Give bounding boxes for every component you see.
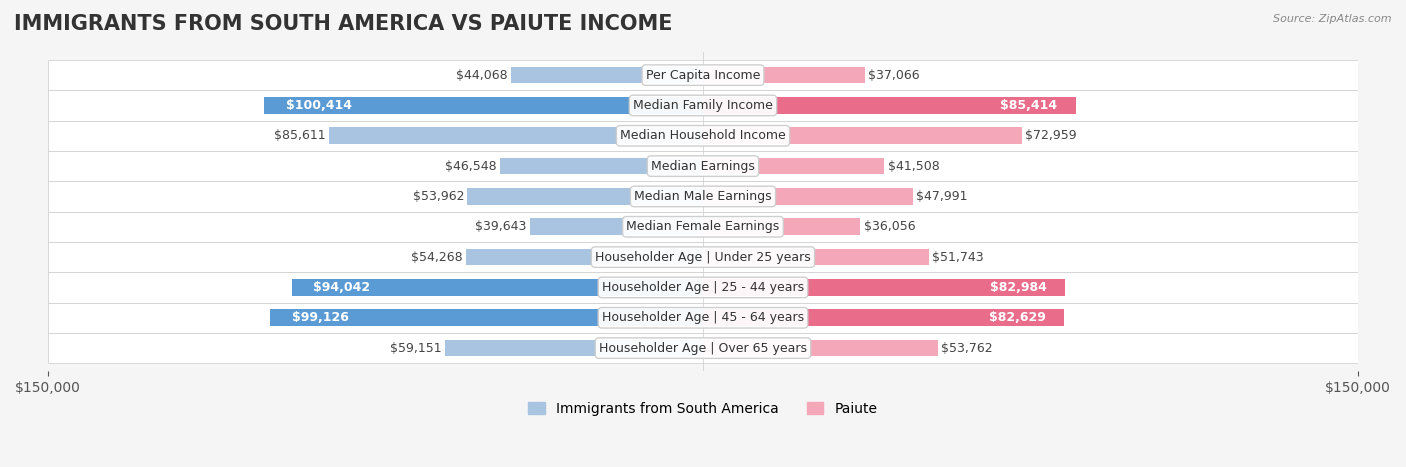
Text: $47,991: $47,991 — [915, 190, 967, 203]
Bar — [270, 310, 703, 326]
Text: $39,643: $39,643 — [475, 220, 527, 234]
Text: $51,743: $51,743 — [932, 251, 984, 263]
Text: $100,414: $100,414 — [287, 99, 353, 112]
Bar — [703, 310, 1064, 326]
Bar — [444, 340, 703, 356]
Bar — [703, 340, 938, 356]
Text: Householder Age | 45 - 64 years: Householder Age | 45 - 64 years — [602, 311, 804, 324]
Text: $82,984: $82,984 — [990, 281, 1047, 294]
Bar — [48, 303, 1358, 333]
Text: Median Family Income: Median Family Income — [633, 99, 773, 112]
Bar — [703, 127, 1022, 144]
Text: Householder Age | Under 25 years: Householder Age | Under 25 years — [595, 251, 811, 263]
Bar — [48, 90, 1358, 120]
Text: $72,959: $72,959 — [1025, 129, 1077, 142]
Text: $41,508: $41,508 — [887, 160, 939, 173]
Text: Median Male Earnings: Median Male Earnings — [634, 190, 772, 203]
Text: Median Female Earnings: Median Female Earnings — [627, 220, 779, 234]
Bar — [48, 120, 1358, 151]
Bar — [48, 242, 1358, 272]
Bar — [530, 219, 703, 235]
Text: $44,068: $44,068 — [456, 69, 508, 82]
Bar — [465, 249, 703, 265]
Bar — [703, 158, 884, 175]
Bar — [48, 60, 1358, 90]
Bar — [467, 188, 703, 205]
Text: $85,414: $85,414 — [1000, 99, 1057, 112]
Bar — [329, 127, 703, 144]
Bar — [48, 212, 1358, 242]
Text: $36,056: $36,056 — [863, 220, 915, 234]
Text: $59,151: $59,151 — [389, 342, 441, 354]
Bar — [510, 67, 703, 84]
Text: Source: ZipAtlas.com: Source: ZipAtlas.com — [1274, 14, 1392, 24]
Text: IMMIGRANTS FROM SOUTH AMERICA VS PAIUTE INCOME: IMMIGRANTS FROM SOUTH AMERICA VS PAIUTE … — [14, 14, 672, 34]
Text: $94,042: $94,042 — [314, 281, 370, 294]
Text: $53,962: $53,962 — [412, 190, 464, 203]
Bar — [703, 97, 1076, 114]
Text: Per Capita Income: Per Capita Income — [645, 69, 761, 82]
Bar — [292, 279, 703, 296]
Text: $99,126: $99,126 — [292, 311, 349, 324]
Text: $54,268: $54,268 — [411, 251, 463, 263]
Text: Householder Age | Over 65 years: Householder Age | Over 65 years — [599, 342, 807, 354]
Text: Householder Age | 25 - 44 years: Householder Age | 25 - 44 years — [602, 281, 804, 294]
Bar — [48, 333, 1358, 363]
Legend: Immigrants from South America, Paiute: Immigrants from South America, Paiute — [523, 396, 883, 421]
Text: $46,548: $46,548 — [444, 160, 496, 173]
Text: $37,066: $37,066 — [868, 69, 920, 82]
Bar — [48, 181, 1358, 212]
Bar — [264, 97, 703, 114]
Bar — [48, 151, 1358, 181]
Bar — [703, 249, 929, 265]
Bar — [499, 158, 703, 175]
Text: $82,629: $82,629 — [988, 311, 1046, 324]
Bar — [703, 67, 865, 84]
Text: Median Household Income: Median Household Income — [620, 129, 786, 142]
Text: $53,762: $53,762 — [941, 342, 993, 354]
Bar — [703, 188, 912, 205]
Text: $85,611: $85,611 — [274, 129, 326, 142]
Bar — [48, 272, 1358, 303]
Bar — [703, 279, 1066, 296]
Bar — [703, 219, 860, 235]
Text: Median Earnings: Median Earnings — [651, 160, 755, 173]
